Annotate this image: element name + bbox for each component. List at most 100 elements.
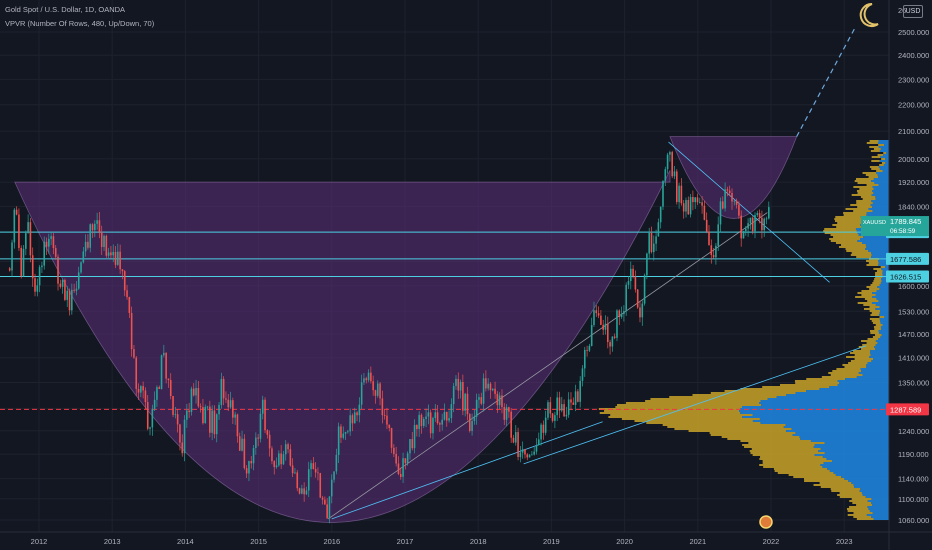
candle-body xyxy=(296,472,299,489)
volume-row-up xyxy=(880,156,889,158)
volume-row-up xyxy=(824,452,889,454)
candle-body xyxy=(358,404,361,416)
candle-body xyxy=(466,393,469,415)
crescent-moon-icon[interactable] xyxy=(859,2,879,27)
volume-row-down xyxy=(835,242,863,244)
price-tick-label: 1600.000 xyxy=(898,282,929,291)
volume-row-up xyxy=(844,478,889,480)
candle-body xyxy=(567,399,570,415)
event-marker-icon[interactable] xyxy=(759,515,773,529)
volume-row-down xyxy=(724,390,807,392)
volume-row-down xyxy=(866,264,879,266)
volume-row-up xyxy=(867,506,889,508)
volume-row-down xyxy=(674,428,792,430)
volume-row-up xyxy=(865,248,889,250)
candle-body xyxy=(289,449,292,466)
candle-body xyxy=(117,251,119,265)
candle-body xyxy=(528,454,531,458)
candle-body xyxy=(112,251,115,256)
candle-body xyxy=(768,207,770,219)
candle-body xyxy=(462,381,464,411)
volume-row-up xyxy=(880,310,889,312)
volume-row-up xyxy=(862,494,889,496)
candle-body xyxy=(673,171,676,177)
volume-row-up xyxy=(879,318,889,320)
volume-row-down xyxy=(846,250,869,252)
candle-body xyxy=(616,310,618,338)
volume-row-up xyxy=(838,382,889,384)
candle-body xyxy=(712,255,715,258)
volume-row-down xyxy=(617,404,762,406)
volume-row-up xyxy=(760,422,889,424)
candle-body xyxy=(280,453,282,465)
volume-row-up xyxy=(878,140,889,142)
volume-row-up xyxy=(835,474,889,476)
volume-row-down xyxy=(868,176,879,178)
volume-row-up xyxy=(866,214,889,216)
candle-body xyxy=(213,410,216,435)
candle-body xyxy=(52,236,55,249)
price-tick-label: 2200.000 xyxy=(898,101,929,110)
candle-body xyxy=(119,251,121,270)
time-axis[interactable]: 2012 2013 2014 2015 2016 2017 2018 2019 2020 2021… xyxy=(0,531,932,546)
candle-body xyxy=(404,458,407,464)
candle-body xyxy=(310,463,312,470)
last-price-tag xyxy=(886,216,929,237)
price-tick-label: 1350.000 xyxy=(898,378,929,387)
candle-body xyxy=(303,488,305,495)
candle-body xyxy=(27,222,29,234)
volume-row-down xyxy=(834,220,862,222)
candle-body xyxy=(664,169,667,181)
volume-row-up xyxy=(876,298,889,300)
candle-body xyxy=(609,342,611,347)
time-tick-label: 2019 xyxy=(543,537,560,546)
volume-row-up xyxy=(863,236,889,238)
candle-body xyxy=(393,447,395,454)
candle-body xyxy=(38,267,41,286)
volume-row-down xyxy=(872,322,881,324)
candle-body xyxy=(59,283,62,287)
candle-body xyxy=(448,418,450,421)
volume-row-down xyxy=(760,456,823,458)
volume-row-up xyxy=(752,420,889,422)
candle-body xyxy=(751,217,754,232)
volume-row-up xyxy=(878,264,889,266)
candle-body xyxy=(169,380,172,396)
volume-row-up xyxy=(879,284,889,286)
volume-row-up xyxy=(871,360,889,362)
volume-row-up xyxy=(858,372,889,374)
candle-body xyxy=(110,252,112,256)
volume-row-up xyxy=(795,392,889,394)
candle-body xyxy=(655,236,657,244)
candle-body xyxy=(370,372,372,382)
currency-button[interactable]: USD xyxy=(903,5,923,18)
volume-row-up xyxy=(879,288,889,290)
indicator-legend[interactable]: VPVR (Number Of Rows, 480, Up/Down, 70) xyxy=(5,19,155,28)
volume-row-down xyxy=(846,508,869,510)
candle-body xyxy=(560,404,563,411)
volume-row-down xyxy=(762,386,830,388)
candle-body xyxy=(211,410,213,433)
volume-row-up xyxy=(820,448,889,450)
symbol-legend[interactable]: Gold Spot / U.S. Dollar, 1D, OANDA xyxy=(5,5,126,14)
candle-body xyxy=(652,243,655,253)
volume-row-up xyxy=(759,418,889,420)
candle-body xyxy=(563,404,565,417)
price-tick-label: 1100.000 xyxy=(898,495,929,504)
volume-row-down xyxy=(848,362,868,364)
candle-body xyxy=(68,290,71,311)
candle-body xyxy=(151,408,154,428)
time-tick-label: 2020 xyxy=(616,537,633,546)
candle-body xyxy=(356,412,358,416)
volume-row-down xyxy=(804,480,849,482)
candle-body xyxy=(234,414,236,418)
candle-body xyxy=(551,413,554,421)
volume-row-down xyxy=(830,234,859,236)
volume-row-down xyxy=(774,470,830,472)
volume-row-up xyxy=(823,462,889,464)
volume-row-up xyxy=(876,290,889,292)
candle-body xyxy=(45,241,48,247)
candle-body xyxy=(429,412,432,434)
candle-body xyxy=(255,437,257,448)
